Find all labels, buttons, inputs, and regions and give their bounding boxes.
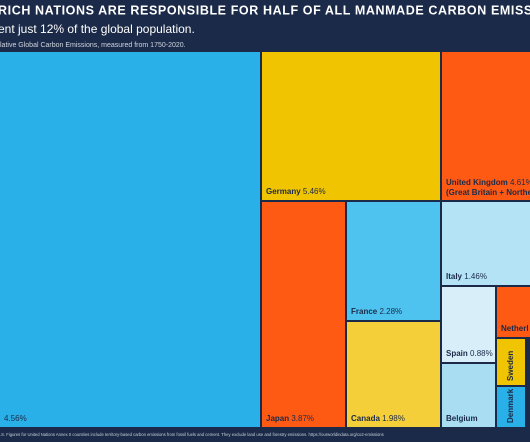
tile: [442, 52, 530, 200]
category-name: Canada: [351, 414, 380, 423]
category-name: Italy: [446, 272, 463, 281]
category-name: Spain: [446, 349, 468, 358]
value-label: 4.56%: [4, 414, 27, 423]
value-label: 1.98%: [382, 414, 405, 423]
tile-label: Denmark: [506, 388, 515, 423]
tile-label: Belgium: [446, 414, 478, 423]
value-label: 0.88%: [470, 349, 493, 358]
tile-label: Japan 3.87%: [266, 414, 314, 423]
chart-caption: lative Global Carbon Emissions, measured…: [0, 42, 186, 49]
category-name: Germany: [266, 187, 301, 196]
category-name: Japan: [266, 414, 289, 423]
tile-label: Italy 1.46%: [446, 272, 487, 281]
tile-label: France 2.28%: [351, 307, 402, 316]
tile-label: Netherl: [501, 324, 529, 333]
chart-title: RICH NATIONS ARE RESPONSIBLE FOR HALF OF…: [0, 3, 530, 17]
category-name: Netherl: [501, 324, 529, 333]
tile: [347, 322, 440, 427]
tile: [347, 202, 440, 320]
tile: [442, 202, 530, 285]
category-name: Belgium: [446, 414, 478, 423]
tile: [497, 387, 525, 427]
tile-label: Canada 1.98%: [351, 414, 405, 423]
chart-subtitle: ent just 12% of the global population.: [0, 22, 195, 36]
tile: [497, 339, 525, 385]
value-label: 3.87%: [291, 414, 314, 423]
tile-label: United Kingdom 4.61%: [446, 178, 530, 187]
category-name: Denmark: [506, 388, 515, 423]
category-name: Sweden: [506, 351, 515, 381]
tile: [442, 287, 495, 362]
value-label: 1.46%: [464, 272, 487, 281]
value-label: 5.46%: [303, 187, 326, 196]
tile: [497, 287, 530, 337]
tile: [0, 52, 260, 427]
footnote: .S. Figures for United Nations Annex II …: [0, 432, 384, 437]
tile-label: Germany 5.46%: [266, 187, 326, 196]
category-note: (Great Britain + Northe: [446, 188, 530, 197]
tile-label: Spain 0.88%: [446, 349, 493, 358]
tile-label: Sweden: [506, 351, 515, 381]
tile-label: 4.56%: [4, 414, 27, 423]
tile: [262, 202, 345, 427]
category-name: United Kingdom: [446, 178, 508, 187]
tile: [262, 52, 440, 200]
category-name: France: [351, 307, 378, 316]
tile: [442, 364, 495, 427]
value-label: 4.61%: [510, 178, 530, 187]
value-label: 2.28%: [379, 307, 402, 316]
